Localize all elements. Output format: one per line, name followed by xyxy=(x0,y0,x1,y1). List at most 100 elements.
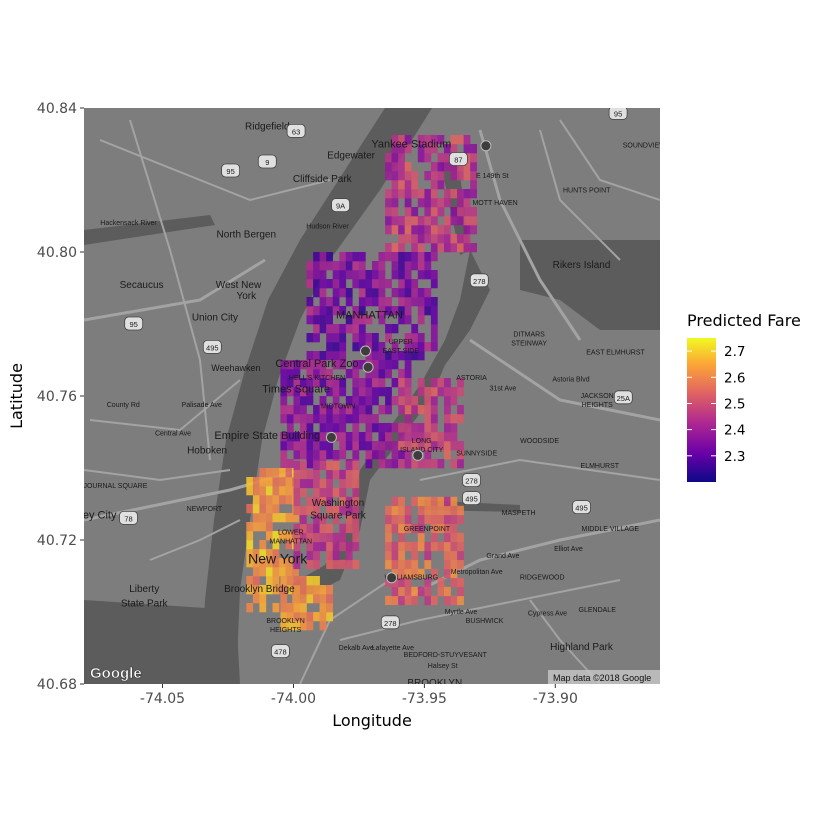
heatmap-cell xyxy=(450,550,458,561)
heatmap-cell xyxy=(444,378,451,388)
heatmap-cell xyxy=(391,252,399,262)
heatmap-cell xyxy=(293,505,301,516)
heatmap-cell xyxy=(444,234,451,244)
heatmap-cell xyxy=(450,423,458,433)
heatmap-cell xyxy=(430,333,438,343)
legend-tick-label: 2.6 xyxy=(724,370,745,386)
heatmap-cell xyxy=(352,559,360,570)
heatmap-cell xyxy=(391,162,399,172)
heatmap-cell xyxy=(398,306,405,316)
map-place-label: WOODSIDE xyxy=(520,438,559,445)
map-place-label: MASPETH xyxy=(502,510,536,517)
map-place-label: HELL'S KITCHEN xyxy=(289,375,345,382)
heatmap-cell xyxy=(470,243,477,253)
heatmap-cell xyxy=(306,261,314,271)
heatmap-cell xyxy=(398,270,405,280)
heatmap-cell xyxy=(313,324,320,334)
heatmap-cell xyxy=(332,324,340,334)
heatmap-cell xyxy=(411,171,419,181)
heatmap-cell xyxy=(450,216,458,226)
heatmap-cell xyxy=(345,270,353,280)
heatmap-cell xyxy=(332,360,340,370)
heatmap-cell xyxy=(372,279,379,289)
heatmap-cell xyxy=(430,279,438,289)
heatmap-cell xyxy=(252,504,260,514)
heatmap-cell xyxy=(332,387,340,397)
heatmap-cell xyxy=(339,432,347,442)
heatmap-cell xyxy=(259,522,267,532)
heatmap-cell xyxy=(293,441,301,451)
heatmap-cell xyxy=(450,396,458,406)
y-tick-label: 40.80 xyxy=(37,245,77,261)
heatmap-cell xyxy=(285,531,293,541)
heatmap-cell xyxy=(285,477,293,487)
heatmap-cell xyxy=(417,333,425,343)
heatmap-cell xyxy=(391,135,399,145)
heatmap-cell xyxy=(286,576,294,586)
heatmap-cell xyxy=(352,541,360,552)
heatmap-cell xyxy=(300,405,307,415)
heatmap-cell xyxy=(313,469,320,480)
heatmap-cell xyxy=(378,351,386,361)
heatmap-cell xyxy=(326,261,333,271)
heatmap-cell xyxy=(457,532,464,543)
heatmap-cell xyxy=(450,144,458,154)
heatmap-cell xyxy=(246,477,254,487)
heatmap-cell xyxy=(450,171,458,181)
heatmap-cell xyxy=(252,522,260,532)
heatmap-cell xyxy=(417,541,425,552)
heatmap-cell xyxy=(339,478,347,489)
heatmap-cell xyxy=(292,567,299,577)
heatmap-cell xyxy=(398,234,405,244)
heatmap-cell xyxy=(372,414,379,424)
heatmap-cell xyxy=(313,478,320,489)
map-place-label: JOURNAL SQUARE xyxy=(83,483,147,490)
heatmap-cell xyxy=(424,144,432,154)
heatmap-cell xyxy=(372,450,379,460)
heatmap-cell xyxy=(365,414,373,424)
heatmap-cell xyxy=(450,559,458,570)
map-place-label: MOTT HAVEN xyxy=(472,200,517,207)
heatmap-cell xyxy=(319,460,327,471)
heatmap-cell xyxy=(300,387,307,397)
heatmap-cell xyxy=(306,505,314,516)
highway-shield-label: 95 xyxy=(226,167,234,176)
highway-shield-icon: 25A xyxy=(613,390,633,405)
map-place-label: Weehawken xyxy=(211,363,260,373)
heatmap-cell xyxy=(300,396,307,406)
heatmap-cell xyxy=(417,496,425,507)
heatmap-cell xyxy=(450,496,458,507)
heatmap-cell xyxy=(272,585,280,595)
heatmap-cell xyxy=(417,216,425,226)
heatmap-cell xyxy=(326,585,333,595)
heatmap-cell xyxy=(470,171,477,181)
heatmap-cell xyxy=(339,342,347,352)
heatmap-cell xyxy=(365,369,373,379)
heatmap-cell xyxy=(398,243,405,253)
heatmap-cell xyxy=(457,550,464,561)
heatmap-cell xyxy=(280,621,288,631)
heatmap-cell xyxy=(404,441,412,451)
heatmap-cell xyxy=(339,441,347,451)
heatmap-cell xyxy=(404,162,412,172)
heatmap-cell xyxy=(300,576,307,586)
map-place-label: SOUNDVIEW xyxy=(623,143,667,150)
heatmap-cell xyxy=(378,369,386,379)
heatmap-cell xyxy=(424,252,432,262)
heatmap-cell xyxy=(339,469,347,480)
heatmap-cell xyxy=(385,505,392,516)
heatmap-cell xyxy=(404,577,412,588)
heatmap-cell xyxy=(457,207,464,217)
heatmap-cell xyxy=(391,144,399,154)
map-place-label: Metropolitan Ave xyxy=(451,569,503,576)
heatmap-cell xyxy=(259,594,267,604)
highway-shield-icon: 278 xyxy=(462,473,481,488)
heatmap-cell xyxy=(326,505,333,516)
heatmap-cell xyxy=(450,568,458,579)
heatmap-cell xyxy=(259,567,267,577)
heatmap-cell xyxy=(306,306,314,316)
heatmap-cell xyxy=(252,477,260,487)
heatmap-cell xyxy=(450,207,458,217)
heatmap-cell xyxy=(313,369,320,379)
